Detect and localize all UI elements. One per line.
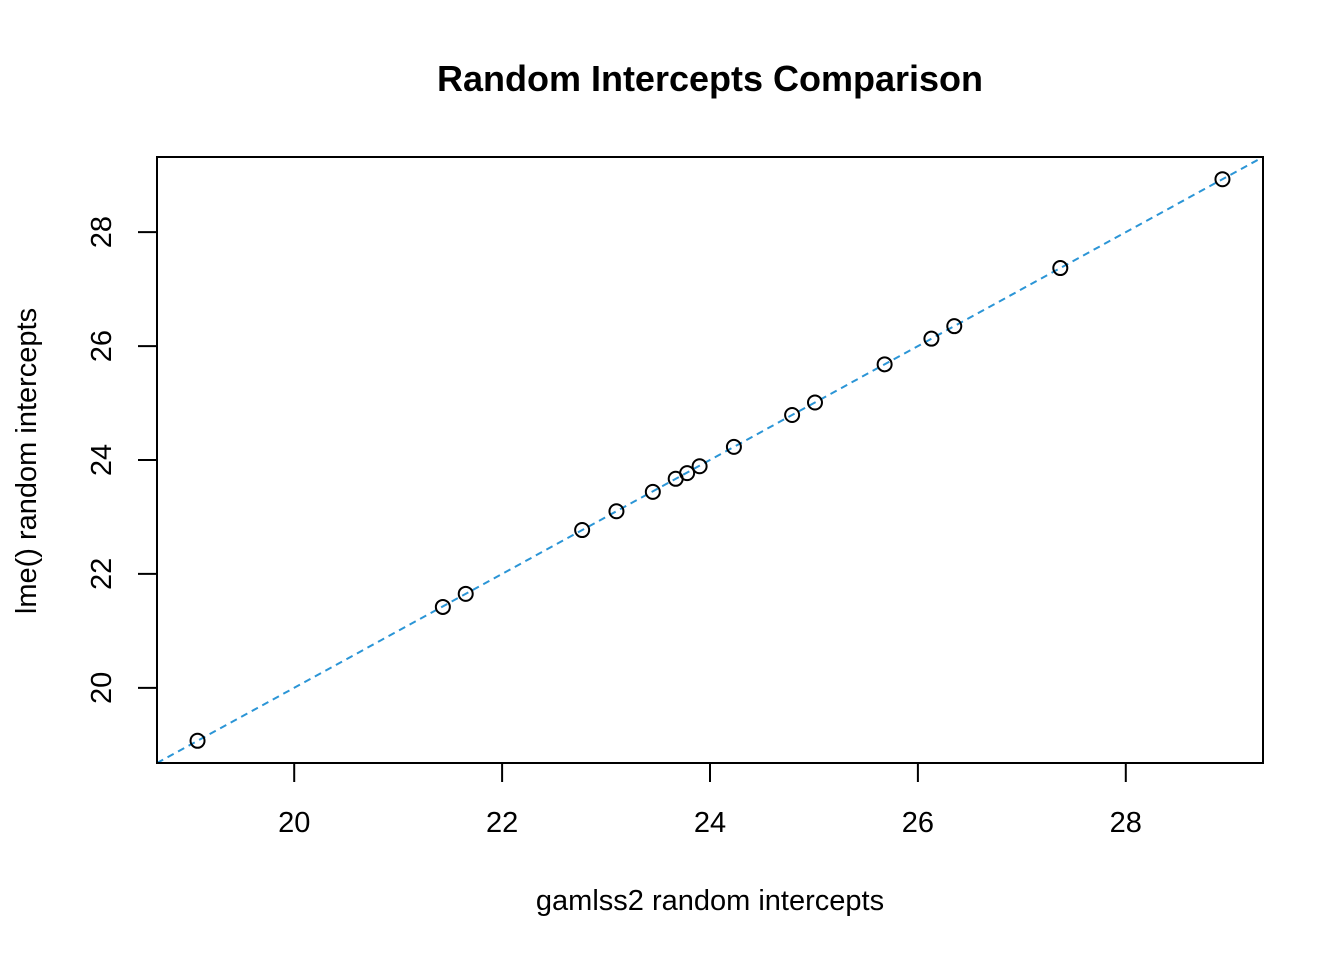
reference-line <box>157 157 1263 763</box>
data-point-7 <box>679 465 696 482</box>
x-tick-label-3: 26 <box>902 807 934 839</box>
x-tick-label-1: 22 <box>486 807 518 839</box>
chart-title: Random Intercepts Comparison <box>437 58 983 99</box>
data-point-4 <box>608 503 625 520</box>
data-point-13 <box>923 330 940 347</box>
data-point-16 <box>1214 171 1231 188</box>
x-tick-label-2: 24 <box>694 807 726 839</box>
data-point-15 <box>1052 260 1069 277</box>
data-point-0 <box>189 732 206 749</box>
data-point-10 <box>784 407 801 424</box>
x-tick-label-0: 20 <box>278 807 310 839</box>
y-tick-label-3: 26 <box>86 330 118 362</box>
data-point-3 <box>574 522 591 539</box>
y-tick-label-1: 22 <box>86 558 118 590</box>
y-tick-label-4: 28 <box>86 216 118 248</box>
data-point-11 <box>806 394 823 411</box>
data-point-12 <box>876 356 893 373</box>
x-tick-label-4: 28 <box>1110 807 1142 839</box>
data-point-14 <box>946 318 963 335</box>
plot-area: 20 22 24 26 28 20 22 24 26 28 <box>86 156 1264 839</box>
data-point-2 <box>457 585 474 602</box>
data-point-8 <box>691 458 708 475</box>
data-point-1 <box>434 598 451 615</box>
y-tick-label-2: 24 <box>86 444 118 476</box>
y-axis-label: lme() random intercepts <box>11 308 43 614</box>
x-axis-label: gamlss2 random intercepts <box>536 885 884 917</box>
data-point-9 <box>725 438 742 455</box>
data-point-5 <box>644 483 661 500</box>
y-tick-label-0: 20 <box>86 672 118 704</box>
